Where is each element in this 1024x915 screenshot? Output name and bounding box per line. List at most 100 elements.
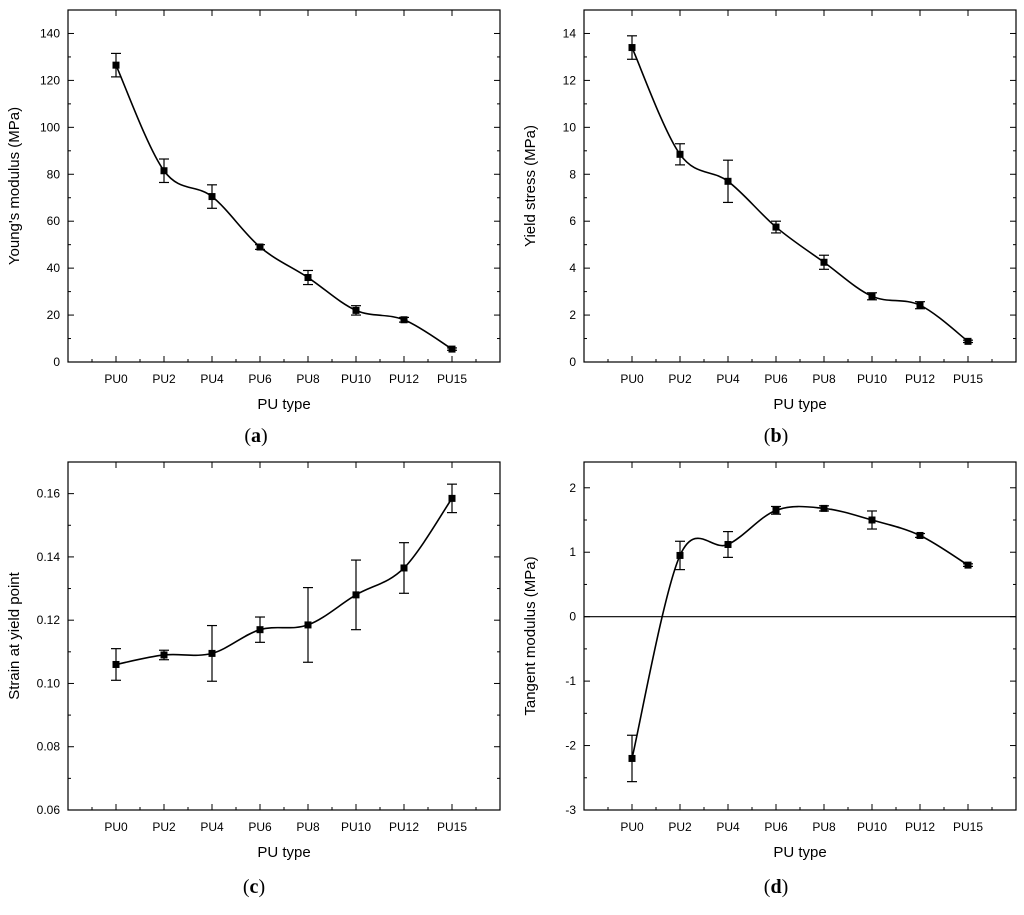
plot-frame (67, 461, 501, 811)
data-point (724, 540, 732, 548)
data-point (916, 531, 924, 539)
y-tick-label: 140 (40, 26, 60, 40)
x-tick-label: PU8 (296, 372, 320, 386)
panel-b: 0 2 4 6 8 10 12 14 PU0 PU2 PU4 PU6 PU8 PU10 PU12 PU15 PU… (522, 9, 1017, 447)
y-tick-label: 0.08 (37, 740, 61, 754)
x-tick-label: PU2 (152, 820, 176, 834)
plot-frame (67, 9, 501, 363)
data-point (208, 649, 216, 657)
series-curve (631, 47, 969, 342)
y-tick-label: 12 (563, 73, 577, 87)
y-tick-label: -3 (565, 803, 576, 817)
x-tick-label: PU6 (764, 372, 788, 386)
y-tick-label: 0.12 (37, 613, 61, 627)
data-point (352, 306, 360, 314)
panel-c: 0.06 0.08 0.10 0.12 0.14 0.16 PU0 PU2 PU4 PU6 PU8 P… (6, 461, 501, 898)
x-tick-label: PU4 (200, 372, 224, 386)
plot-frame (583, 461, 1017, 811)
data-point (256, 243, 264, 251)
y-axis-title: Tangent modulus (MPa) (522, 556, 539, 715)
y-axis-title: Yield stress (MPa) (522, 125, 539, 247)
x-axis-title: PU type (257, 396, 310, 413)
data-point (256, 626, 264, 634)
x-axis-title: PU type (257, 844, 310, 861)
data-point (448, 345, 456, 353)
data-point (772, 506, 780, 514)
x-tick-label: PU10 (857, 372, 887, 386)
y-tick-label: 10 (563, 120, 577, 134)
x-axis-title: PU type (773, 396, 826, 413)
x-tick-label: PU8 (812, 820, 836, 834)
data-point (400, 316, 408, 324)
x-tick-label: PU12 (389, 372, 419, 386)
series-curve (115, 497, 453, 666)
y-tick-label: 0 (569, 610, 576, 624)
y-tick-label: 0 (53, 355, 60, 369)
x-tick-label: PU15 (953, 820, 983, 834)
x-tick-label: PU8 (296, 820, 320, 834)
data-point (304, 274, 312, 282)
panel-caption: (b) (764, 425, 788, 447)
panel-caption: (d) (764, 876, 788, 898)
x-tick-label: PU2 (668, 372, 692, 386)
data-point (820, 258, 828, 266)
panel-caption-letter: a (251, 425, 261, 447)
x-tick-label: PU0 (104, 372, 128, 386)
y-tick-label: 20 (47, 308, 61, 322)
y-tick-label: 6 (569, 214, 576, 228)
y-tick-label: 0.16 (37, 487, 61, 501)
x-tick-label: PU0 (104, 820, 128, 834)
y-tick-label: 4 (569, 261, 576, 275)
panel-caption: (a) (244, 425, 267, 447)
data-point (772, 223, 780, 231)
data-point (964, 337, 972, 345)
x-tick-label: PU4 (200, 820, 224, 834)
data-point (160, 167, 168, 175)
data-point (724, 177, 732, 185)
data-point (160, 651, 168, 659)
data-point (868, 292, 876, 300)
x-tick-label: PU10 (341, 820, 371, 834)
data-point (676, 150, 684, 158)
data-point (112, 61, 120, 69)
y-axis-title: Strain at yield point (6, 571, 23, 699)
x-tick-label: PU2 (668, 820, 692, 834)
panel-caption-letter: c (250, 876, 259, 898)
y-tick-label: 0.14 (37, 550, 61, 564)
x-tick-label: PU6 (764, 820, 788, 834)
data-point (628, 754, 636, 762)
y-tick-label: 0.06 (37, 803, 61, 817)
x-tick-label: PU4 (716, 372, 740, 386)
y-tick-label: 120 (40, 73, 60, 87)
series-curve (115, 64, 453, 350)
y-axis-title: Young's modulus (MPa) (6, 107, 23, 265)
y-tick-label: 0 (569, 355, 576, 369)
x-tick-label: PU15 (437, 372, 467, 386)
y-tick-label: 14 (563, 26, 577, 40)
y-tick-label: 2 (569, 308, 576, 322)
x-tick-label: PU6 (248, 372, 272, 386)
data-point (448, 494, 456, 502)
panel-a: 0 20 40 60 80 100 120 140 PU0 PU2 PU4 PU6 PU8 PU10 PU1… (6, 9, 501, 447)
x-tick-label: PU0 (620, 372, 644, 386)
x-tick-label: PU4 (716, 820, 740, 834)
panel-caption-letter: d (770, 876, 781, 898)
data-point (676, 551, 684, 559)
y-tick-label: 2 (569, 481, 576, 495)
y-tick-label: 0.10 (37, 676, 61, 690)
data-point (628, 44, 636, 52)
data-point (208, 193, 216, 201)
data-point (868, 516, 876, 524)
data-point (964, 561, 972, 569)
y-tick-label: -1 (565, 674, 576, 688)
panel-d: -3 -2 -1 0 1 2 PU0 PU2 PU4 PU6 PU8 PU10 PU12 PU15 PU t… (522, 461, 1017, 898)
x-tick-label: PU10 (857, 820, 887, 834)
y-tick-label: 80 (47, 167, 61, 181)
x-tick-label: PU10 (341, 372, 371, 386)
x-tick-label: PU6 (248, 820, 272, 834)
y-tick-label: 40 (47, 261, 61, 275)
plot-frame (583, 9, 1017, 363)
y-tick-label: 8 (569, 167, 576, 181)
data-point (352, 591, 360, 599)
